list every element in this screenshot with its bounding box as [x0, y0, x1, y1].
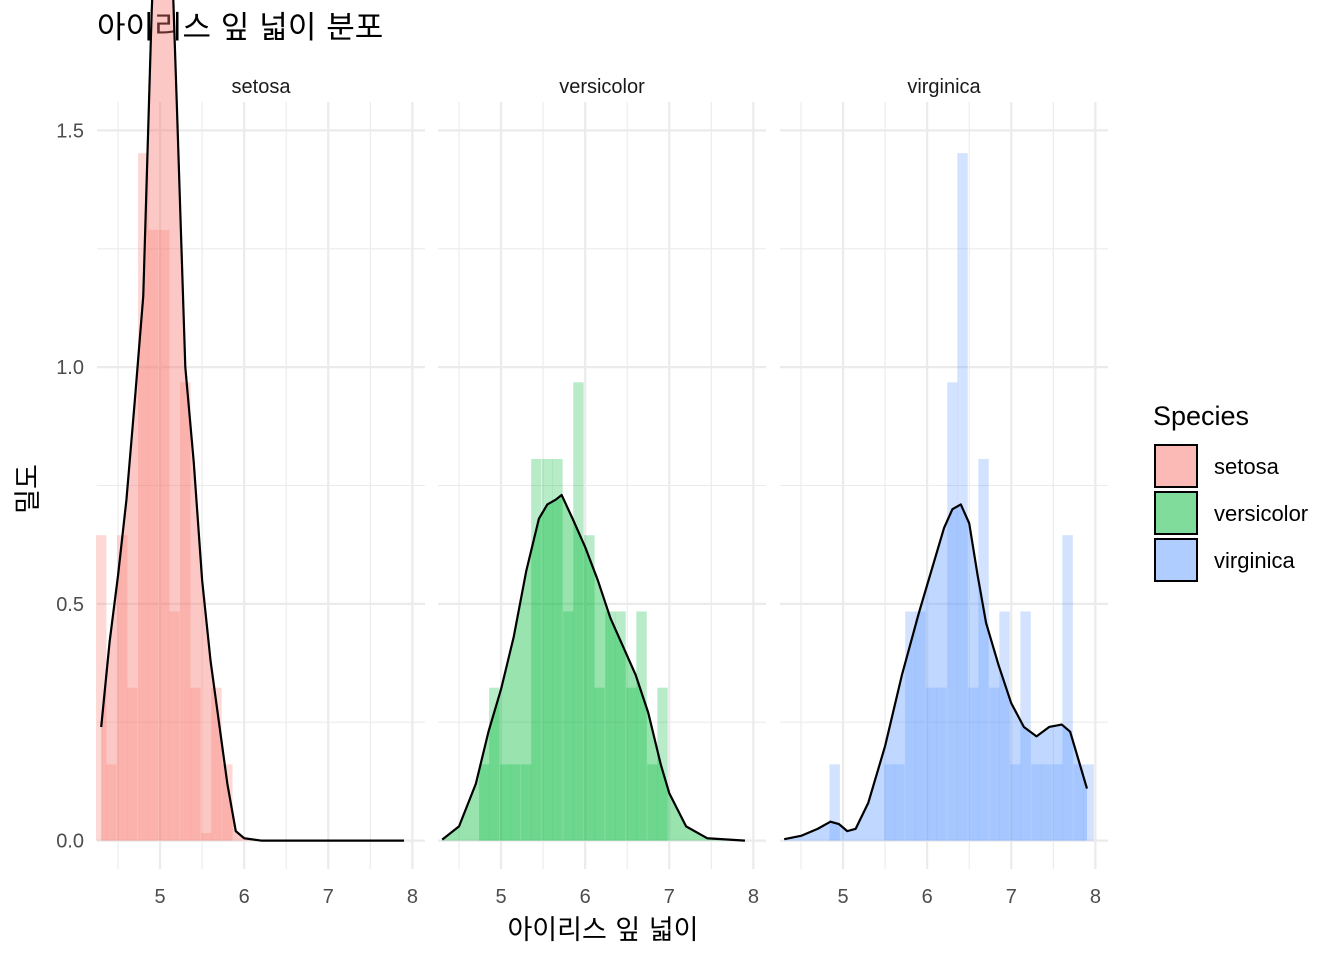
- y-tick-label: 0.0: [56, 831, 84, 853]
- histogram-bar: [159, 229, 170, 841]
- histogram-bar: [594, 687, 605, 841]
- histogram-bar: [947, 382, 958, 841]
- histogram-bar: [1052, 764, 1063, 841]
- facet-panel-versicolor: versicolor 5 6 7 8: [438, 76, 766, 908]
- legend-item-virginica: virginica: [1154, 538, 1295, 582]
- histogram-bar: [222, 764, 233, 841]
- x-tick-label: 6: [239, 886, 250, 908]
- histogram-bar: [884, 764, 895, 841]
- histogram-bar: [605, 611, 616, 841]
- x-tick-label: 5: [838, 886, 849, 908]
- histogram-bar: [1073, 764, 1084, 841]
- density-area: [442, 494, 745, 841]
- legend-swatch: [1154, 538, 1198, 582]
- x-tick-label: 7: [1006, 886, 1017, 908]
- legend: Species setosa versicolor virginica: [1153, 401, 1308, 582]
- density-area: [784, 504, 1087, 841]
- density-line: [783, 503, 1089, 841]
- histogram-bar: [573, 382, 584, 841]
- histogram-bar: [531, 458, 542, 841]
- histogram-bar: [647, 764, 658, 841]
- histogram-bar: [926, 687, 937, 841]
- histogram-bar: [615, 611, 626, 841]
- x-tick-label: 8: [748, 886, 759, 908]
- histogram-bar: [169, 611, 180, 841]
- histogram-bar: [999, 611, 1010, 841]
- histogram-bar: [563, 611, 574, 841]
- histogram-bar: [201, 832, 212, 841]
- y-axis-title: 밀도: [13, 464, 44, 514]
- histogram-bar: [127, 687, 138, 841]
- histogram-bar: [829, 764, 840, 841]
- histogram-bar: [968, 687, 979, 841]
- histogram-bar: [1041, 764, 1052, 841]
- histogram-bar: [905, 611, 916, 841]
- facet-panels: setosa 5 6 7 8 versicolor 5 6 7 8 virginica 5 6 7 8 0.0…: [56, 0, 1108, 908]
- legend-item-setosa: setosa: [1154, 444, 1280, 488]
- x-tick-label: 8: [407, 886, 418, 908]
- facet-panel-virginica: virginica 5 6 7 8: [780, 76, 1108, 908]
- facet-strip-label: virginica: [907, 76, 981, 98]
- legend-label: virginica: [1214, 548, 1295, 573]
- facet-strip-label: setosa: [232, 76, 292, 98]
- histogram-bar: [957, 153, 968, 841]
- x-tick-label: 5: [155, 886, 166, 908]
- legend-swatch: [1154, 491, 1198, 535]
- x-tick-label: 6: [580, 886, 591, 908]
- histogram-bar: [211, 687, 222, 841]
- x-axis-title: 아이리스 잎 넓이: [507, 915, 698, 946]
- legend-label: setosa: [1214, 454, 1280, 479]
- y-tick-label: 1.5: [56, 120, 84, 142]
- histogram-bar: [1010, 764, 1021, 841]
- facet-panel-setosa: setosa 5 6 7 8: [95, 0, 425, 908]
- histogram-bar: [1062, 535, 1073, 841]
- histogram-bar: [636, 611, 647, 841]
- histogram-bar: [479, 764, 490, 841]
- facet-strip-label: versicolor: [559, 76, 645, 98]
- histogram-bar: [95, 535, 107, 841]
- histogram-bar: [521, 764, 532, 841]
- histogram-bar: [915, 611, 926, 841]
- histogram-bar: [542, 458, 553, 841]
- histogram-bar: [138, 153, 149, 841]
- x-tick-label: 8: [1090, 886, 1101, 908]
- histogram-bar: [1083, 764, 1094, 841]
- histogram-bar: [489, 687, 500, 841]
- histogram-bar: [117, 535, 128, 841]
- histogram-bar: [989, 687, 1000, 841]
- x-tick-label: 7: [323, 886, 334, 908]
- x-tick-label: 7: [664, 886, 675, 908]
- histogram-bar: [1031, 764, 1042, 841]
- histogram-bar: [148, 229, 159, 841]
- density-line: [441, 493, 746, 842]
- legend-title: Species: [1153, 401, 1249, 431]
- chart-title: 아이리스 잎 넓이 분포: [97, 10, 383, 46]
- x-tick-label: 6: [922, 886, 933, 908]
- histogram-bar: [1020, 611, 1031, 841]
- histogram-bar: [978, 458, 989, 841]
- histogram-bar: [657, 687, 668, 841]
- legend-item-versicolor: versicolor: [1154, 491, 1308, 535]
- histogram-bar: [626, 687, 637, 841]
- legend-label: versicolor: [1214, 501, 1308, 526]
- histogram-bar: [500, 764, 511, 841]
- density-area: [101, 0, 404, 841]
- histogram-bar: [190, 687, 201, 841]
- y-tick-label: 0.5: [56, 594, 84, 616]
- histogram-bar: [936, 687, 947, 841]
- density-line: [100, 0, 404, 842]
- x-tick-label: 5: [496, 886, 507, 908]
- y-tick-label: 1.0: [56, 357, 84, 379]
- histogram-bar: [584, 535, 595, 841]
- histogram-bar: [180, 382, 191, 841]
- legend-swatch: [1154, 444, 1198, 488]
- histogram-bar: [552, 458, 563, 841]
- histogram-bar: [510, 764, 521, 841]
- histogram-bar: [894, 764, 905, 841]
- histogram-bar: [106, 764, 117, 841]
